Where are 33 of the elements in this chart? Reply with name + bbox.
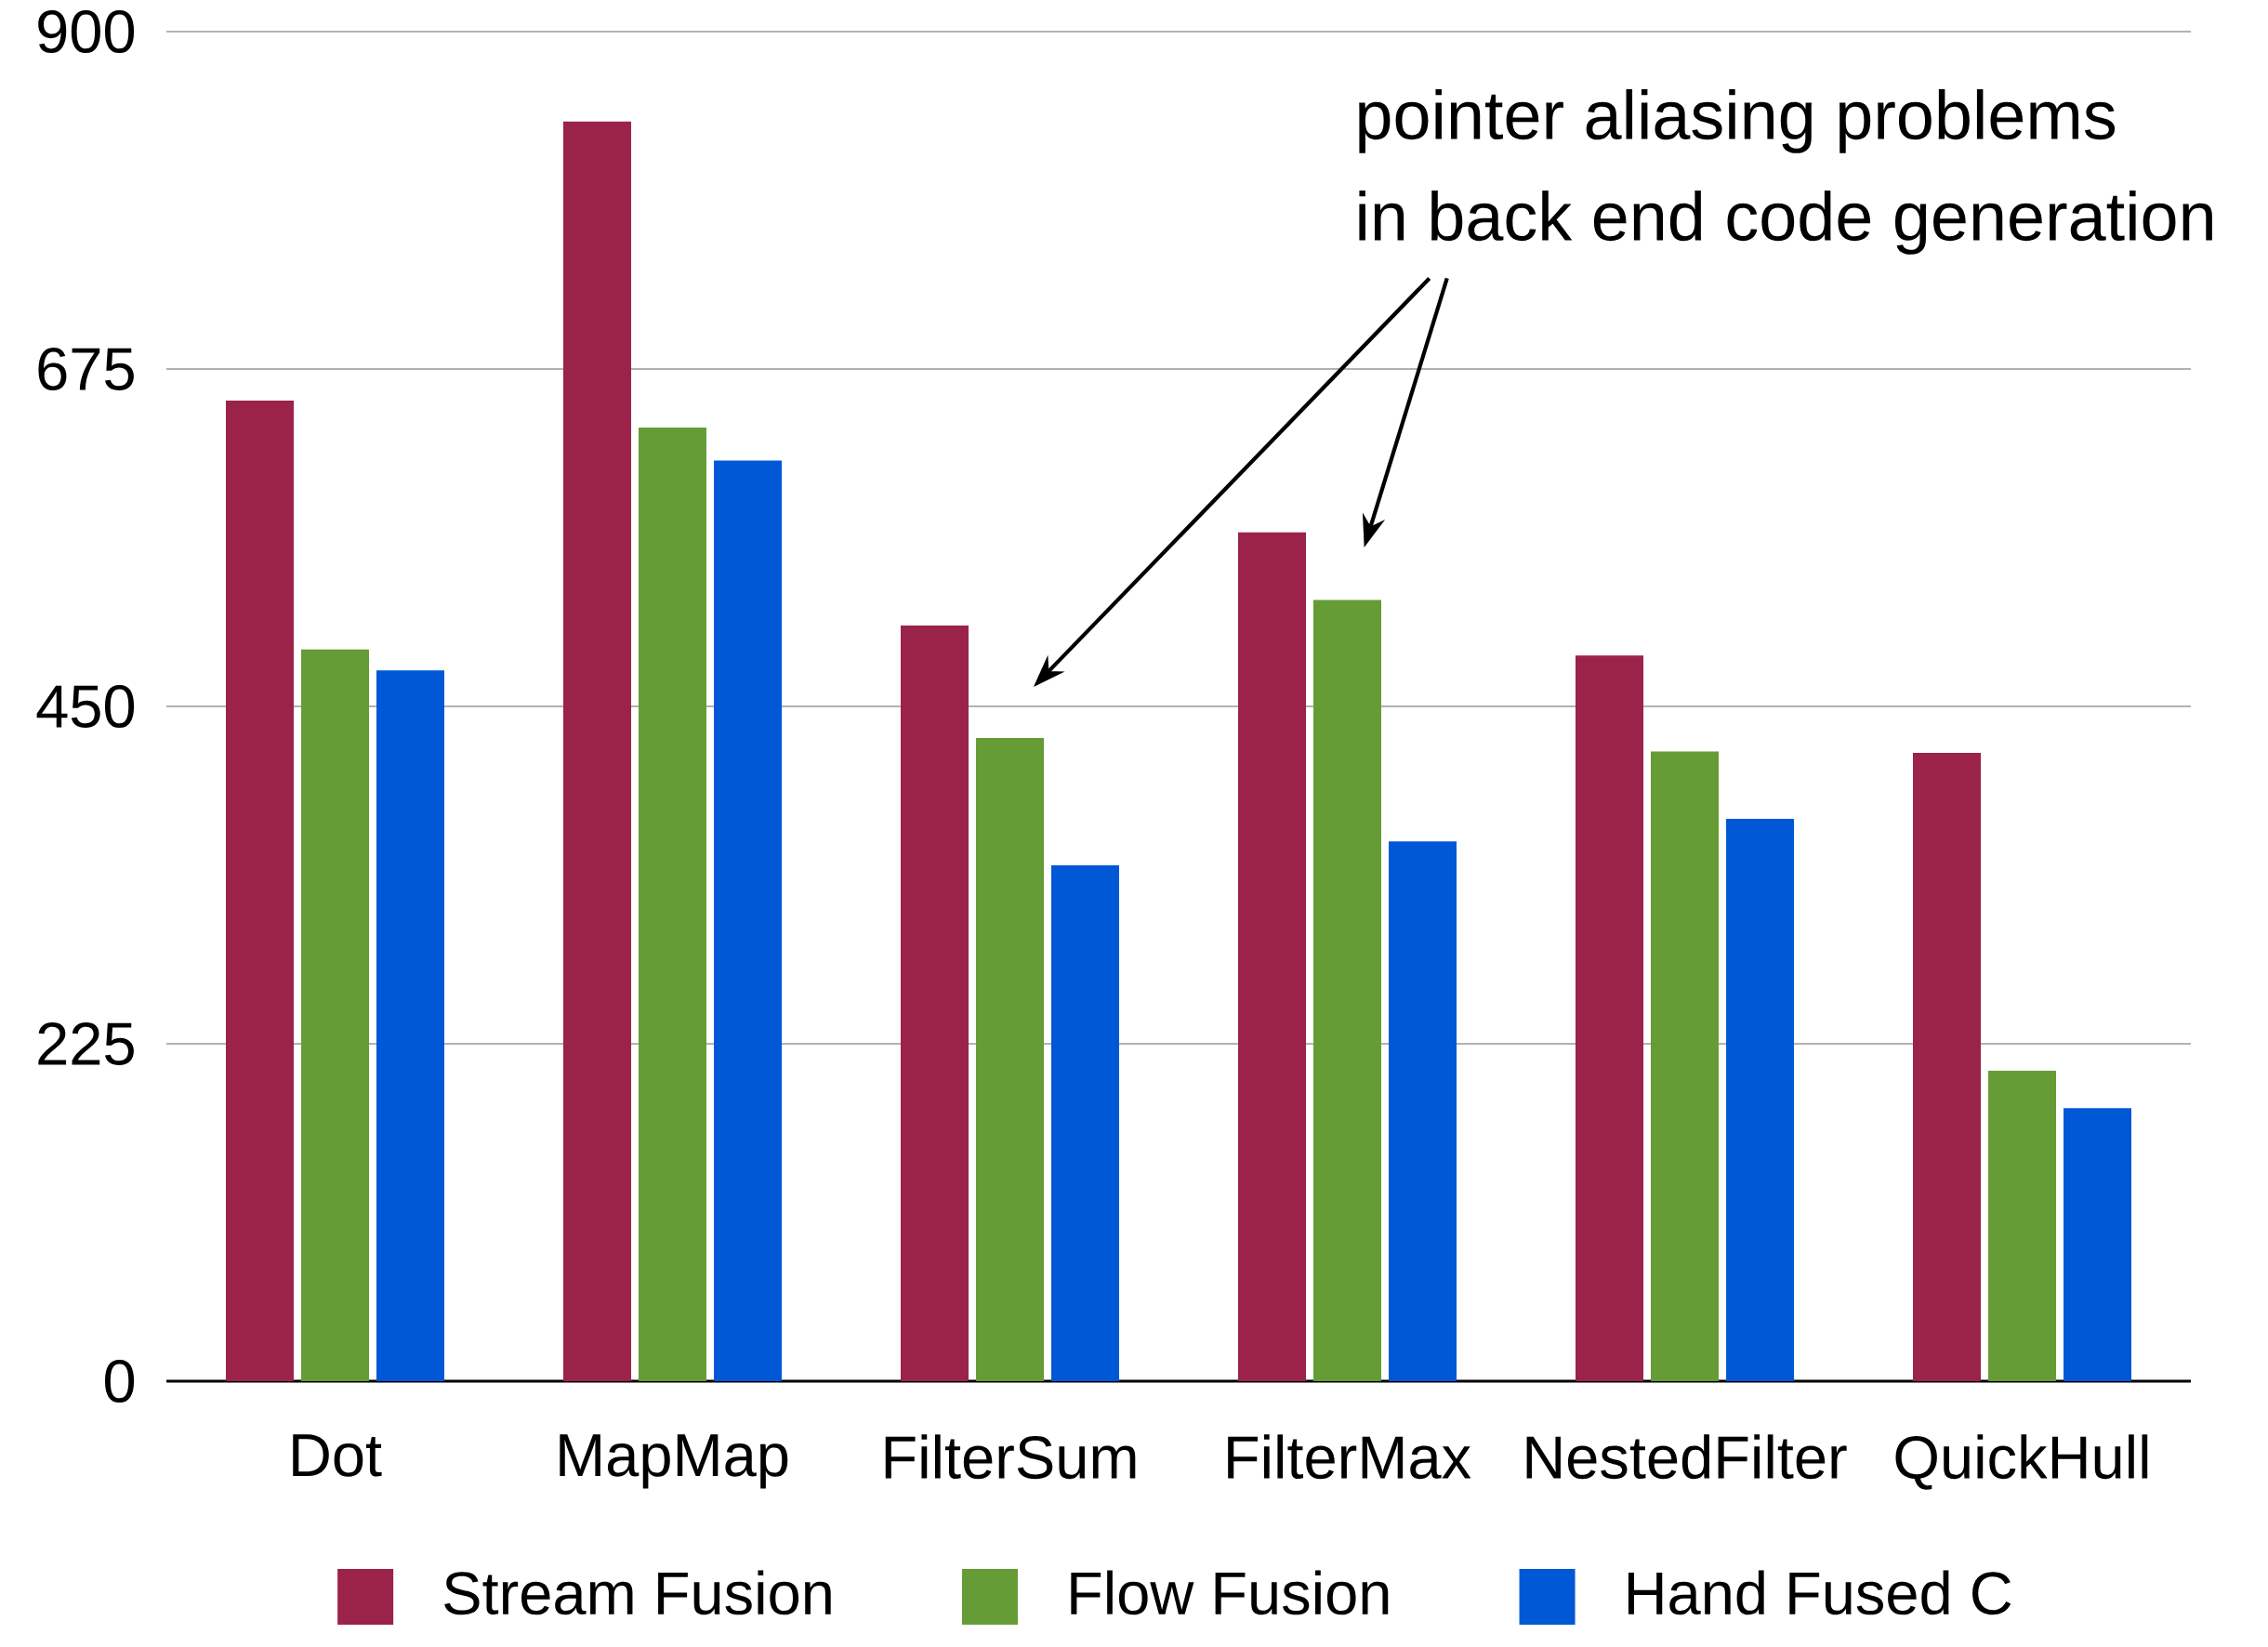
x-tick-label: NestedFilter xyxy=(1526,1434,1847,1480)
bar xyxy=(976,737,1044,1382)
bar xyxy=(714,460,783,1382)
bar xyxy=(563,121,632,1382)
bar xyxy=(1912,753,1981,1382)
y-tick-label: 900 xyxy=(38,9,135,54)
bar xyxy=(1726,819,1794,1382)
bar xyxy=(1051,865,1119,1382)
bar xyxy=(1238,532,1306,1382)
x-tick-label: FilterSum xyxy=(885,1434,1136,1480)
legend-label: Flow Fusion xyxy=(1071,1570,1389,1615)
bar xyxy=(1576,655,1643,1382)
x-tick-label: FilterMax xyxy=(1228,1434,1471,1480)
y-tick-label: 675 xyxy=(38,347,134,391)
bar xyxy=(1988,1071,2056,1382)
bar xyxy=(1389,841,1457,1382)
bar xyxy=(2064,1108,2131,1382)
bar xyxy=(901,625,969,1382)
x-tick-label: QuickHull xyxy=(1895,1434,2148,1490)
bar xyxy=(226,400,295,1382)
legend-label: Stream Fusion xyxy=(444,1570,831,1615)
bar xyxy=(1651,751,1719,1382)
y-tick-label: 0 xyxy=(105,1359,135,1403)
bar xyxy=(376,670,445,1382)
bar xyxy=(301,649,370,1382)
annotation: pointer aliasing problems in back end code generation xyxy=(1359,89,2212,255)
x-tick-label: MapMap xyxy=(560,1434,788,1489)
x-tick-label: Dot xyxy=(293,1434,382,1477)
bar xyxy=(1313,600,1381,1382)
legend-label: Hand Fused C xyxy=(1628,1570,2011,1615)
bar xyxy=(639,427,707,1382)
y-tick-label: 450 xyxy=(36,684,135,729)
y-tick-label: 225 xyxy=(38,1021,134,1066)
